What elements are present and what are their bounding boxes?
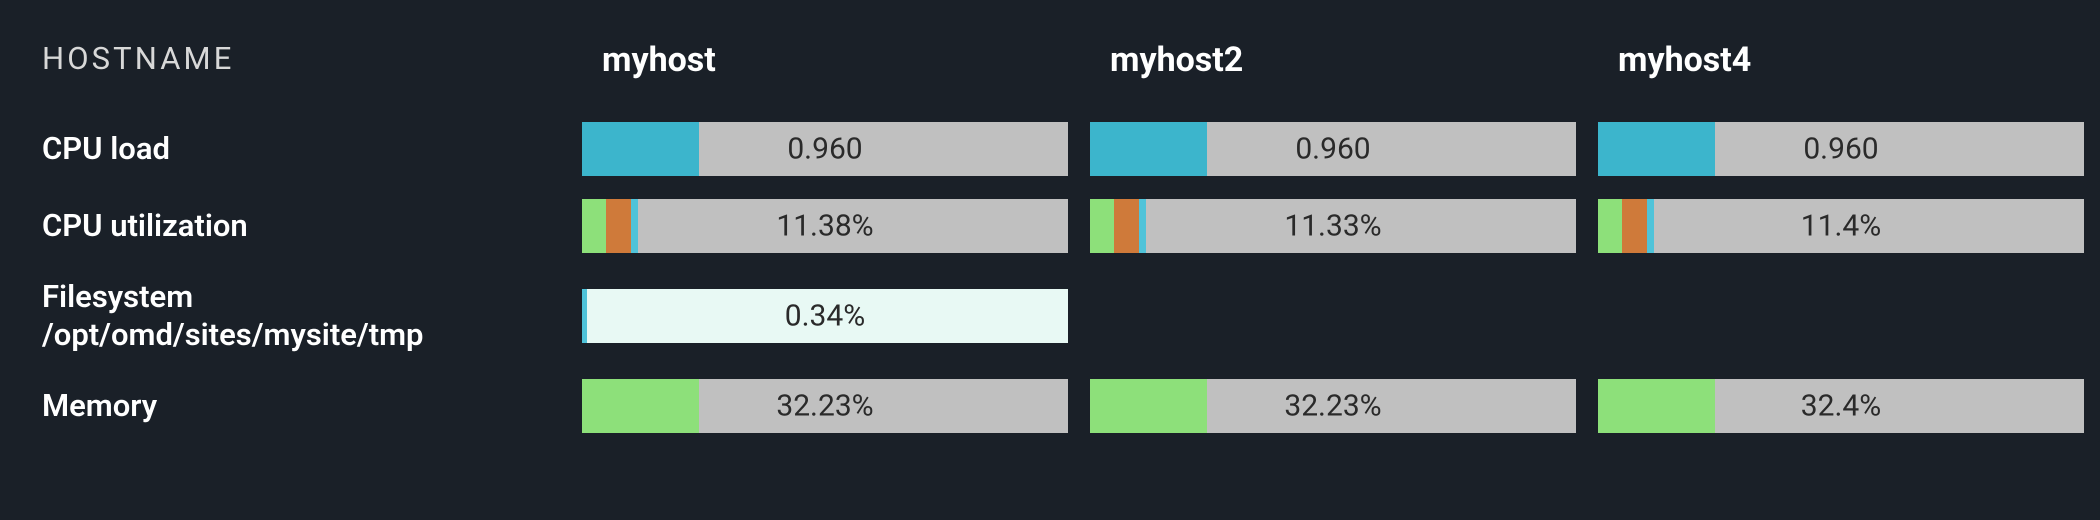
- metric-bar[interactable]: 32.23%: [582, 379, 1068, 433]
- metric-row-label: CPU load: [0, 112, 580, 187]
- bar-segment: [582, 289, 587, 343]
- metric-cell: 0.34%: [582, 266, 1088, 368]
- metrics-grid: HOSTNAMEmyhostmyhost2myhost4 CPU load 0.96…: [0, 0, 2100, 444]
- metric-bar[interactable]: 0.34%: [582, 289, 1068, 343]
- bar-segment: [1598, 379, 1715, 433]
- metric-bar[interactable]: 0.960: [582, 122, 1068, 176]
- host-header[interactable]: myhost: [582, 0, 1088, 110]
- metric-row-label: Memory: [0, 369, 580, 444]
- bar-value-label: 11.4%: [1598, 209, 2084, 244]
- host-header[interactable]: myhost2: [1090, 0, 1596, 110]
- bar-segment: [1622, 199, 1646, 253]
- metric-cell: 32.23%: [1090, 369, 1596, 444]
- bar-segment: [1114, 199, 1138, 253]
- hostname-column-header: HOSTNAME: [0, 0, 580, 110]
- empty-cell: [1598, 266, 2100, 368]
- bar-value-label: 11.38%: [582, 209, 1068, 244]
- metric-label-path: /opt/omd/sites/mysite/tmp: [42, 316, 424, 355]
- metric-cell: 32.23%: [582, 369, 1088, 444]
- bar-segment: [1090, 379, 1207, 433]
- metric-cell: 11.38%: [582, 189, 1088, 264]
- bar-segment: [1598, 122, 1715, 176]
- bar-segment: [582, 379, 699, 433]
- metric-label-text: Memory: [42, 387, 157, 426]
- metric-cell: 32.4%: [1598, 369, 2100, 444]
- metric-cell: 0.960: [582, 112, 1088, 187]
- metric-bar[interactable]: 11.4%: [1598, 199, 2084, 253]
- bar-segment: [631, 199, 638, 253]
- metric-label-text: CPU utilization: [42, 207, 248, 246]
- metric-bar[interactable]: 11.33%: [1090, 199, 1576, 253]
- metric-row-label: Filesystem/opt/omd/sites/mysite/tmp: [0, 266, 580, 368]
- bar-segment: [1647, 199, 1654, 253]
- metric-bar[interactable]: 0.960: [1598, 122, 2084, 176]
- metric-cell: 0.960: [1598, 112, 2100, 187]
- metric-row-label: CPU utilization: [0, 189, 580, 264]
- host-header[interactable]: myhost4: [1598, 0, 2100, 110]
- bar-segment: [1598, 199, 1622, 253]
- metric-cell: 0.960: [1090, 112, 1596, 187]
- metric-label-text: Filesystem: [42, 278, 193, 317]
- bar-value-label: 11.33%: [1090, 209, 1576, 244]
- metric-bar[interactable]: 11.38%: [582, 199, 1068, 253]
- bar-segment: [606, 199, 630, 253]
- bar-segment: [582, 199, 606, 253]
- bar-segment: [582, 122, 699, 176]
- bar-value-label: 0.34%: [582, 299, 1068, 334]
- metric-cell: 11.4%: [1598, 189, 2100, 264]
- metric-cell: 11.33%: [1090, 189, 1596, 264]
- metric-bar[interactable]: 32.4%: [1598, 379, 2084, 433]
- bar-segment: [1139, 199, 1146, 253]
- metric-bar[interactable]: 0.960: [1090, 122, 1576, 176]
- metric-label-text: CPU load: [42, 130, 170, 169]
- bar-segment: [1090, 122, 1207, 176]
- metric-bar[interactable]: 32.23%: [1090, 379, 1576, 433]
- bar-segment: [1090, 199, 1114, 253]
- empty-cell: [1090, 266, 1596, 368]
